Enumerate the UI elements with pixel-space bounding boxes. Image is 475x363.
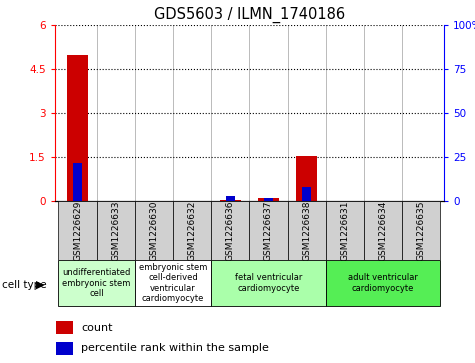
Bar	[220, 200, 241, 201]
Bar	[326, 201, 364, 260]
Bar	[67, 55, 88, 201]
Text: GSM1226633: GSM1226633	[111, 200, 120, 261]
Bar	[249, 201, 287, 260]
Text: GSM1226630: GSM1226630	[150, 200, 158, 261]
Text: cell type: cell type	[2, 280, 47, 290]
Text: GSM1226634: GSM1226634	[379, 200, 388, 261]
Text: ▶: ▶	[36, 280, 45, 290]
Bar	[211, 261, 326, 306]
Bar	[326, 261, 440, 306]
Bar	[364, 201, 402, 260]
Text: adult ventricular
cardiomyocyte: adult ventricular cardiomyocyte	[348, 273, 418, 293]
Bar	[58, 261, 135, 306]
Text: GSM1226638: GSM1226638	[302, 200, 311, 261]
Bar	[211, 201, 249, 260]
Bar	[302, 187, 312, 201]
Text: fetal ventricular
cardiomyocyte: fetal ventricular cardiomyocyte	[235, 273, 302, 293]
Text: undifferentiated
embryonic stem
cell: undifferentiated embryonic stem cell	[62, 268, 131, 298]
Bar	[135, 201, 173, 260]
Bar	[135, 261, 211, 306]
Bar	[264, 198, 273, 201]
Title: GDS5603 / ILMN_1740186: GDS5603 / ILMN_1740186	[154, 7, 345, 23]
Bar	[287, 201, 326, 260]
Bar	[402, 201, 440, 260]
Bar	[173, 201, 211, 260]
Text: GSM1226629: GSM1226629	[73, 200, 82, 261]
Text: count: count	[81, 323, 113, 333]
Text: percentile rank within the sample: percentile rank within the sample	[81, 343, 269, 354]
Text: GSM1226636: GSM1226636	[226, 200, 235, 261]
Bar	[56, 321, 73, 334]
Bar	[226, 196, 235, 201]
Text: GSM1226632: GSM1226632	[188, 200, 197, 261]
Bar	[58, 201, 96, 260]
Bar	[96, 201, 135, 260]
Text: GSM1226637: GSM1226637	[264, 200, 273, 261]
Bar	[258, 198, 279, 201]
Bar	[73, 163, 82, 201]
Bar	[296, 156, 317, 201]
Text: GSM1226635: GSM1226635	[417, 200, 426, 261]
Text: embryonic stem
cell-derived
ventricular
cardiomyocyte: embryonic stem cell-derived ventricular …	[139, 263, 207, 303]
Bar	[56, 342, 73, 355]
Text: GSM1226631: GSM1226631	[341, 200, 349, 261]
